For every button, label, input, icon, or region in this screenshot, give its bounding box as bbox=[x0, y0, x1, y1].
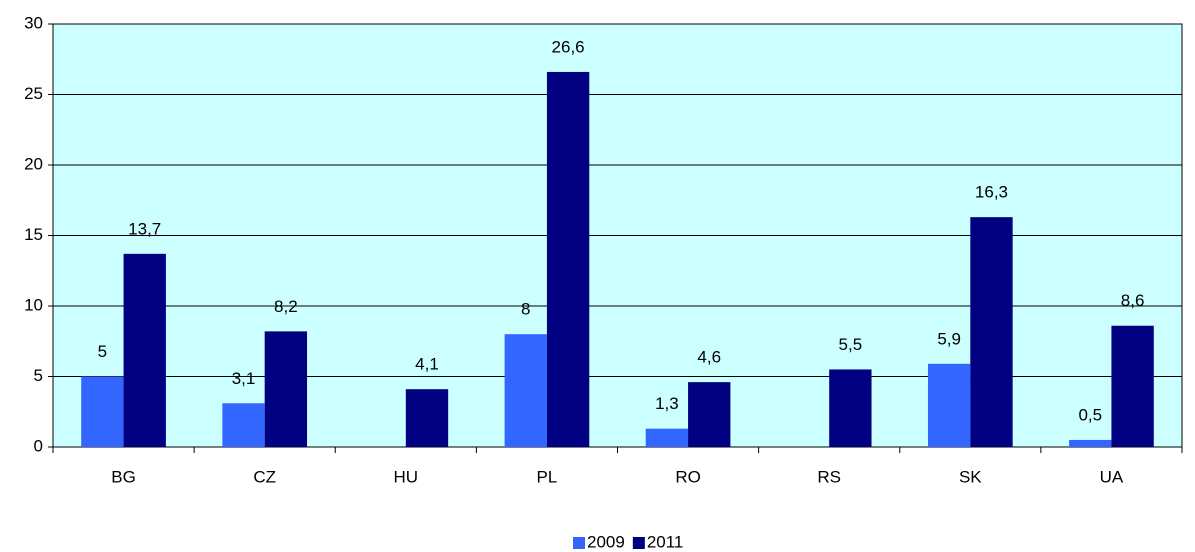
y-tick-label: 5 bbox=[34, 366, 43, 385]
bar bbox=[927, 363, 971, 447]
bar bbox=[81, 376, 124, 447]
y-tick-label: 25 bbox=[24, 84, 43, 103]
x-tick-label: HU bbox=[394, 467, 419, 486]
legend-label: 2011 bbox=[647, 532, 684, 551]
bar bbox=[970, 217, 1013, 447]
y-tick-label: 30 bbox=[24, 13, 43, 32]
value-label: 0,5 bbox=[1078, 405, 1102, 424]
y-tick-label: 10 bbox=[24, 295, 43, 314]
legend-label: 2009 bbox=[587, 532, 625, 551]
value-label: 3,1 bbox=[232, 369, 256, 388]
value-label: 5 bbox=[98, 342, 107, 361]
bar bbox=[123, 253, 166, 447]
bar bbox=[405, 389, 449, 447]
value-label: 5,9 bbox=[937, 329, 961, 348]
value-label: 8 bbox=[521, 300, 530, 319]
bar bbox=[264, 331, 308, 447]
value-label: 4,1 bbox=[415, 355, 439, 374]
bar bbox=[1111, 325, 1154, 447]
value-label: 5,5 bbox=[839, 335, 863, 354]
value-label: 16,3 bbox=[975, 183, 1008, 202]
bar bbox=[546, 71, 590, 447]
y-tick-label: 0 bbox=[34, 436, 43, 455]
y-tick-label: 15 bbox=[24, 225, 43, 244]
value-label: 8,2 bbox=[274, 297, 298, 316]
value-label: 8,6 bbox=[1121, 291, 1145, 310]
x-tick-label: CZ bbox=[253, 467, 276, 486]
y-tick-label: 20 bbox=[24, 154, 43, 173]
value-label: 4,6 bbox=[697, 348, 721, 367]
bar bbox=[222, 403, 265, 447]
legend-swatch bbox=[632, 537, 645, 549]
bar bbox=[504, 334, 547, 447]
value-label: 13,7 bbox=[128, 219, 161, 238]
x-tick-label: PL bbox=[537, 467, 558, 486]
x-tick-label: UA bbox=[1100, 467, 1124, 486]
bar bbox=[829, 369, 872, 447]
x-tick-label: RS bbox=[817, 467, 841, 486]
bar bbox=[1069, 439, 1112, 447]
bar bbox=[688, 382, 731, 447]
bar bbox=[645, 428, 689, 447]
value-label: 26,6 bbox=[552, 37, 585, 56]
value-label: 1,3 bbox=[655, 394, 679, 413]
x-tick-label: BG bbox=[111, 467, 136, 486]
legend-swatch bbox=[573, 537, 585, 549]
x-tick-label: SK bbox=[959, 467, 982, 486]
x-tick-label: RO bbox=[675, 467, 701, 486]
